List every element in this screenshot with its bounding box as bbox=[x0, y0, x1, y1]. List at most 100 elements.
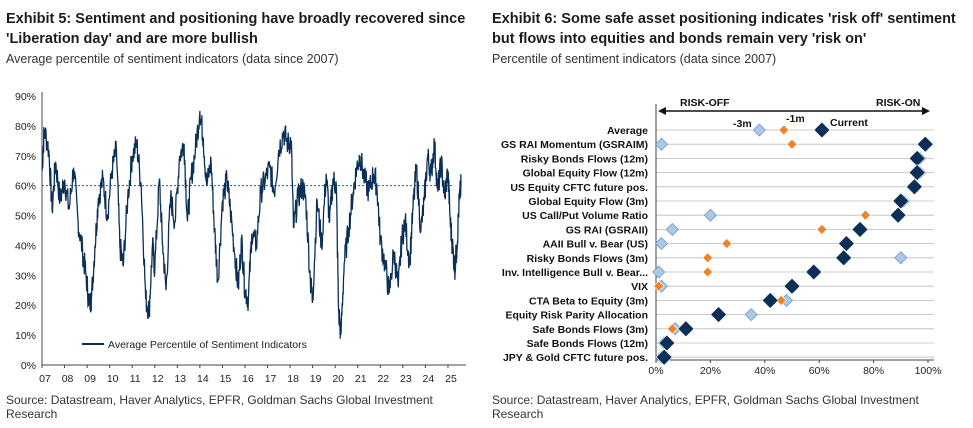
series-label-1m: -1m bbox=[786, 113, 805, 125]
x-tick-label: 80% bbox=[863, 365, 884, 377]
category-label: Risky Bonds Flows (12m) bbox=[521, 153, 648, 165]
marker-3m bbox=[744, 308, 758, 322]
marker-1m bbox=[816, 223, 828, 235]
marker-3m bbox=[665, 222, 679, 236]
x-tick-label: 40% bbox=[754, 365, 775, 377]
marker-current bbox=[835, 249, 853, 267]
x-tick-label: 08 bbox=[62, 373, 74, 385]
marker-3m bbox=[652, 265, 666, 279]
marker-current bbox=[837, 235, 855, 253]
x-tick-label: 25 bbox=[445, 373, 457, 385]
dot-plot-chart: Average GS RAI Momentum (GSRAIM) Risky Bon… bbox=[501, 97, 942, 377]
category-label: Equity Risk Parity Allocation bbox=[505, 310, 648, 322]
exhibit-6-title: Exhibit 6: Some safe asset positioning i… bbox=[492, 11, 956, 47]
x-tick-label: 20% bbox=[700, 365, 721, 377]
risk-off-label: RISK-OFF bbox=[680, 97, 730, 109]
marker-current bbox=[905, 178, 923, 196]
marker-current bbox=[908, 164, 926, 182]
marker-current bbox=[658, 334, 676, 352]
x-tick-label: 23 bbox=[400, 373, 412, 385]
marker-current bbox=[889, 206, 907, 224]
x-tick-label: 16 bbox=[242, 373, 254, 385]
y-tick-label: 80% bbox=[15, 121, 36, 133]
marker-3m bbox=[654, 137, 669, 151]
marker-current bbox=[655, 348, 673, 366]
x-tick-label: 13 bbox=[174, 373, 186, 385]
category-label: GS RAI (GSRAII) bbox=[566, 224, 648, 236]
y-tick-label: 50% bbox=[15, 211, 36, 223]
x-tick-label: 15 bbox=[220, 373, 232, 385]
marker-1m bbox=[702, 252, 714, 264]
marker-current bbox=[813, 121, 831, 139]
marker-1m bbox=[778, 124, 790, 136]
x-tick-label: 100% bbox=[915, 365, 942, 377]
risk-on-arrowhead bbox=[922, 107, 930, 115]
x-tick-label: 11 bbox=[130, 373, 141, 385]
category-label: Average bbox=[607, 125, 648, 137]
exhibit-6-panel: Exhibit 6: Some safe asset positioning i… bbox=[490, 0, 973, 428]
category-label: CTA Beta to Equity (3m) bbox=[529, 295, 648, 307]
y-tick-label: 20% bbox=[15, 300, 36, 312]
exhibit-5-subtitle: Average percentile of sentiment indicato… bbox=[6, 52, 339, 66]
category-label: Risky Bonds Flows (3m) bbox=[527, 253, 648, 265]
x-tick-label: 10 bbox=[107, 373, 119, 385]
marker-1m bbox=[702, 266, 714, 278]
legend-label: Average Percentile of Sentiment Indicato… bbox=[108, 339, 307, 351]
x-tick-label: 22 bbox=[377, 373, 389, 385]
x-tick-label: 09 bbox=[84, 373, 96, 385]
exhibit-5-source: Source: Datastream, Haver Analytics, EPF… bbox=[6, 393, 433, 421]
marker-current bbox=[892, 192, 910, 210]
marker-3m bbox=[703, 208, 717, 222]
series-line bbox=[41, 110, 462, 339]
exhibit-6-source: Source: Datastream, Haver Analytics, EPF… bbox=[492, 393, 919, 421]
risk-on-label: RISK-ON bbox=[876, 97, 920, 109]
marker-3m bbox=[654, 237, 669, 251]
x-tick-label: 20 bbox=[332, 373, 344, 385]
y-tick-label: 30% bbox=[15, 270, 36, 282]
exhibit-5-title: Exhibit 5: Sentiment and positioning hav… bbox=[6, 11, 466, 47]
x-tick-label: 21 bbox=[355, 373, 367, 385]
category-label: Safe Bonds Flows (3m) bbox=[532, 324, 648, 336]
marker-1m bbox=[775, 294, 787, 306]
category-label: US Call/Put Volume Ratio bbox=[522, 210, 648, 222]
x-tick-label: 07 bbox=[39, 373, 51, 385]
category-label: Global Equity Flow (3m) bbox=[528, 196, 648, 208]
category-label: US Equity CFTC future pos. bbox=[510, 182, 648, 194]
x-tick-label: 14 bbox=[197, 373, 209, 385]
exhibit-6-subtitle: Percentile of sentiment indicators (data… bbox=[492, 52, 777, 66]
y-tick-label: 10% bbox=[15, 330, 36, 342]
x-tick-label: 19 bbox=[310, 373, 322, 385]
marker-1m bbox=[666, 323, 678, 335]
x-tick-label: 24 bbox=[423, 373, 435, 385]
marker-current bbox=[783, 277, 801, 295]
y-tick-label: 90% bbox=[15, 91, 36, 103]
x-tick-label: 60% bbox=[809, 365, 830, 377]
marker-1m bbox=[653, 280, 665, 292]
x-tick-label: 18 bbox=[287, 373, 299, 385]
category-label: Safe Bonds Flows (12m) bbox=[527, 338, 648, 350]
exhibit-5-panel: Exhibit 5: Sentiment and positioning hav… bbox=[0, 0, 486, 428]
y-tick-label: 0% bbox=[21, 360, 36, 372]
y-tick-label: 60% bbox=[15, 181, 36, 193]
category-label: VIX bbox=[631, 281, 648, 293]
category-label: GS RAI Momentum (GSRAIM) bbox=[501, 139, 648, 151]
marker-current bbox=[710, 306, 727, 324]
category-label: JPY & Gold CFTC future pos. bbox=[503, 352, 648, 364]
x-tick-label: 17 bbox=[265, 373, 277, 385]
risk-off-arrowhead bbox=[658, 107, 666, 115]
marker-3m bbox=[894, 251, 908, 265]
marker-current bbox=[908, 149, 926, 167]
series-label-3m: -3m bbox=[733, 118, 752, 130]
line-chart: 0% 10% 20% 30% 40% 50% 60% 70% 80% 90% 07 08 09 10 11 1… bbox=[15, 91, 466, 385]
x-tick-label: 12 bbox=[152, 373, 164, 385]
marker-current bbox=[761, 291, 779, 309]
marker-current bbox=[916, 135, 934, 153]
category-label: Inv. Intelligence Bull v. Bear... bbox=[502, 267, 648, 279]
marker-current bbox=[805, 263, 823, 281]
marker-1m bbox=[786, 138, 798, 150]
y-tick-label: 70% bbox=[15, 151, 36, 163]
y-tick-label: 40% bbox=[15, 240, 36, 252]
marker-current bbox=[851, 220, 869, 238]
marker-3m bbox=[752, 123, 766, 137]
marker-current bbox=[677, 320, 695, 338]
